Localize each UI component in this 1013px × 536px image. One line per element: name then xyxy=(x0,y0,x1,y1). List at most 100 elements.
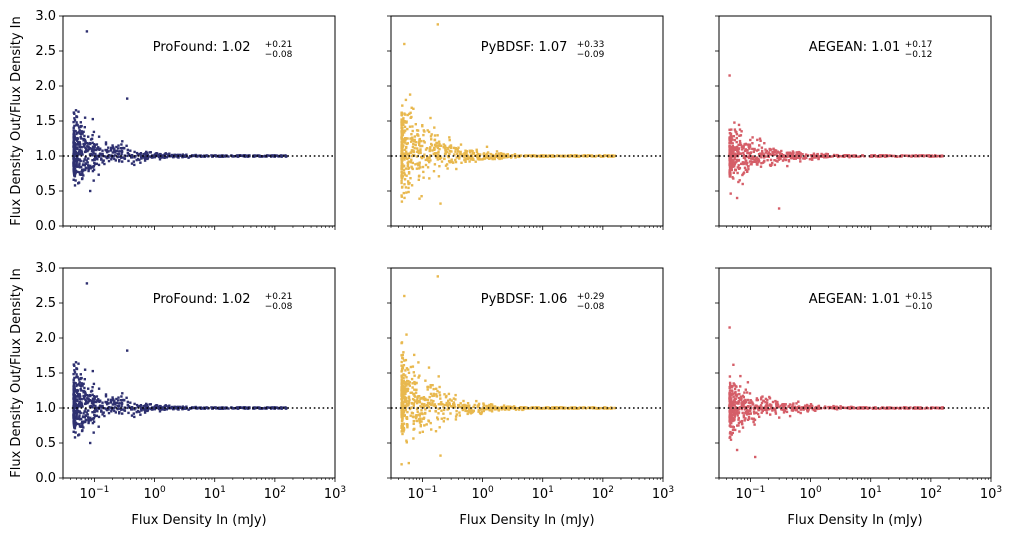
data-point xyxy=(407,380,410,383)
data-point xyxy=(728,391,731,395)
data-point xyxy=(87,146,90,149)
data-point xyxy=(117,407,121,410)
data-point xyxy=(75,414,78,418)
data-point xyxy=(769,413,772,416)
data-point xyxy=(735,160,738,164)
data-point xyxy=(83,394,87,398)
data-point xyxy=(91,401,95,404)
data-point xyxy=(444,164,448,167)
data-point xyxy=(456,152,459,156)
data-point xyxy=(479,158,482,161)
panel-profound-r1c0: 0.00.51.01.52.02.53.010−1 100 101 102 103Pro… xyxy=(35,261,346,502)
data-point xyxy=(424,408,427,411)
data-point xyxy=(458,411,461,414)
data-point xyxy=(733,165,736,168)
data-point xyxy=(808,158,812,161)
data-point xyxy=(466,409,469,413)
data-point xyxy=(449,144,453,147)
annotation-plus: +0.15 xyxy=(905,292,933,302)
data-point xyxy=(92,179,95,182)
data-point xyxy=(78,393,81,396)
data-point xyxy=(72,136,75,139)
data-point xyxy=(404,358,408,362)
data-point xyxy=(83,386,86,390)
data-point xyxy=(510,155,513,158)
data-point xyxy=(417,361,420,364)
data-point xyxy=(422,398,425,401)
data-point xyxy=(757,160,761,163)
data-point xyxy=(84,392,87,396)
data-point xyxy=(499,155,502,159)
data-point xyxy=(749,407,752,411)
data-point xyxy=(747,146,751,149)
data-point xyxy=(439,402,442,405)
data-point xyxy=(77,110,80,113)
data-point xyxy=(430,403,433,407)
data-point xyxy=(404,129,407,132)
data-point xyxy=(436,158,439,161)
data-point xyxy=(401,357,405,360)
data-point xyxy=(805,406,808,409)
data-point xyxy=(448,152,451,155)
data-point xyxy=(77,126,81,129)
data-point xyxy=(733,415,736,418)
data-point xyxy=(433,143,437,146)
data-point xyxy=(466,154,469,158)
data-point xyxy=(749,412,752,415)
data-point xyxy=(87,420,90,423)
data-point xyxy=(730,433,733,436)
data-point xyxy=(738,398,742,401)
data-point xyxy=(412,404,415,407)
data-point xyxy=(187,156,190,159)
data-point xyxy=(73,411,76,414)
data-point xyxy=(814,156,817,159)
data-point xyxy=(733,157,736,161)
data-point xyxy=(755,397,759,400)
data-point xyxy=(95,395,99,398)
data-point xyxy=(87,135,90,138)
data-point xyxy=(412,437,415,440)
data-point xyxy=(144,409,147,412)
data-point xyxy=(448,136,451,139)
data-point xyxy=(401,404,405,408)
data-point xyxy=(92,146,96,149)
data-point xyxy=(403,148,406,152)
data-point xyxy=(404,385,407,388)
data-point xyxy=(472,158,475,161)
data-point xyxy=(87,409,90,412)
data-point xyxy=(400,126,403,130)
data-point xyxy=(110,410,113,413)
data-point xyxy=(400,195,403,198)
data-point xyxy=(731,151,734,154)
data-point xyxy=(450,399,453,402)
data-point xyxy=(426,156,429,159)
data-point xyxy=(792,151,795,154)
data-point xyxy=(78,166,82,169)
data-point xyxy=(142,405,145,408)
data-point xyxy=(119,399,123,402)
data-point xyxy=(583,406,586,409)
data-point xyxy=(410,133,413,136)
data-point xyxy=(740,162,743,166)
data-point xyxy=(607,407,611,410)
data-point xyxy=(91,169,95,173)
data-point xyxy=(258,406,262,410)
data-point xyxy=(730,418,734,421)
data-point xyxy=(284,406,287,409)
data-point xyxy=(411,415,415,418)
data-point xyxy=(104,141,108,144)
x-tick-label: 103 xyxy=(652,485,674,502)
data-point xyxy=(503,156,506,159)
data-point xyxy=(466,156,469,160)
data-point xyxy=(415,416,418,420)
data-point xyxy=(422,405,426,409)
data-point xyxy=(214,406,217,409)
data-point xyxy=(443,146,447,150)
data-point xyxy=(146,405,150,409)
data-point xyxy=(467,411,470,414)
data-point xyxy=(755,149,759,152)
data-point xyxy=(742,147,745,150)
data-point xyxy=(403,131,406,134)
data-point xyxy=(519,154,522,157)
data-point xyxy=(80,124,83,128)
